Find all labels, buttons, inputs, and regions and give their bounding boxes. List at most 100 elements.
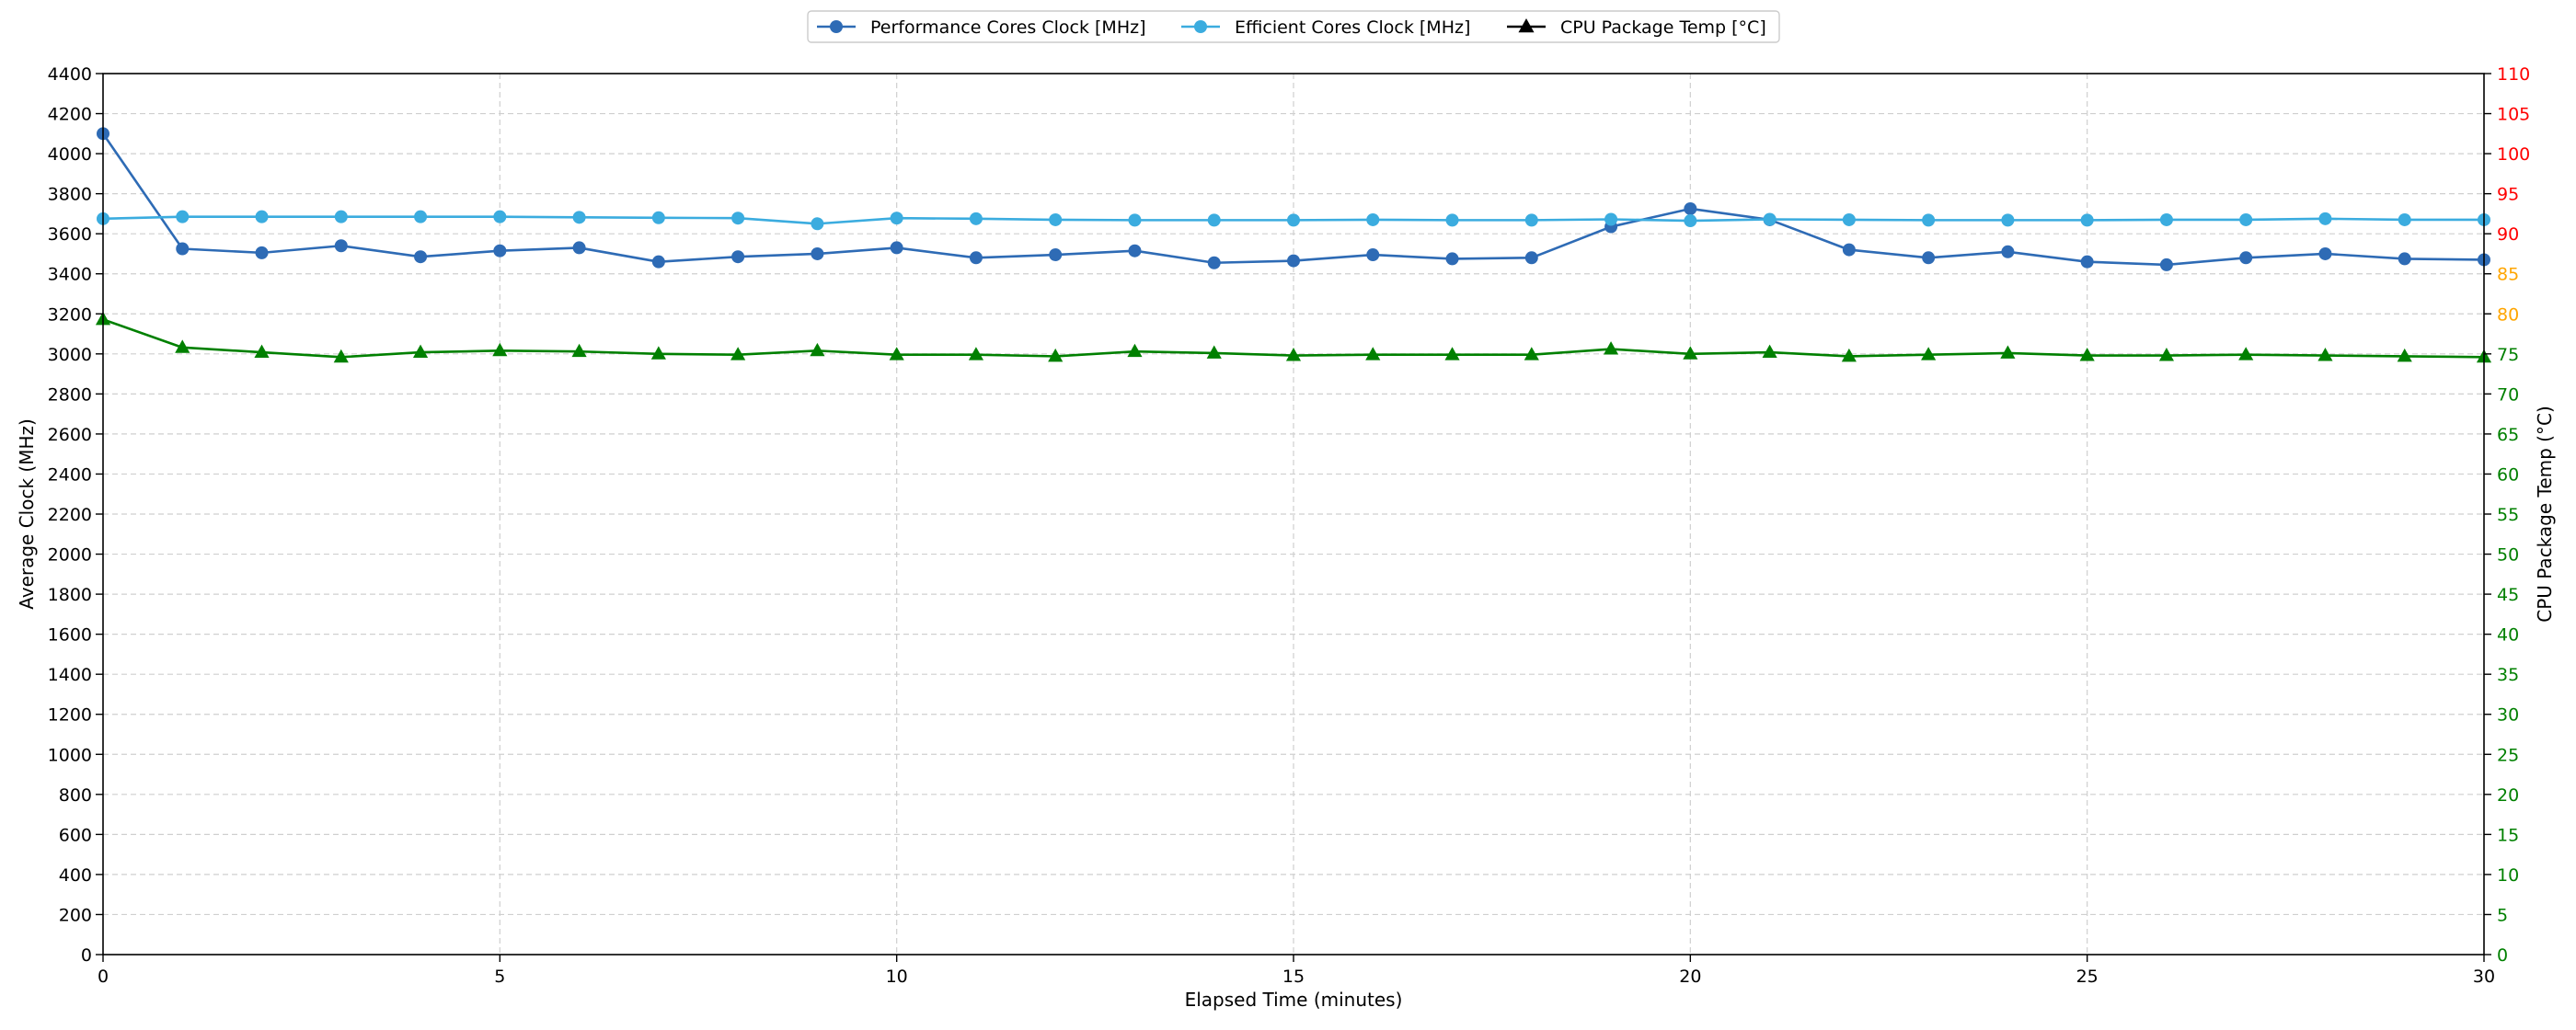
data-point xyxy=(1921,347,1937,360)
y-axis-left: 0 200 400 600 800 1000 1200 1400 1600 1800 2000 220… xyxy=(48,64,103,966)
y-left-tick-label: 800 xyxy=(59,785,92,806)
data-point xyxy=(2398,212,2411,226)
data-point xyxy=(2318,246,2332,260)
y-left-tick-label: 2200 xyxy=(48,505,92,525)
y-left-tick-label: 4200 xyxy=(48,105,92,125)
data-point xyxy=(571,343,587,358)
x-axis-title: Elapsed Time (minutes) xyxy=(1185,989,1403,1011)
y-right-tick-label: 85 xyxy=(2497,265,2519,285)
data-point xyxy=(2238,347,2254,360)
data-point xyxy=(1127,343,1143,358)
data-point xyxy=(969,251,983,265)
y-right-tick-label: 5 xyxy=(2497,905,2508,925)
y-left-tick-label: 400 xyxy=(59,865,92,886)
y-right-tick-label: 110 xyxy=(2497,64,2530,85)
data-point xyxy=(333,349,349,363)
data-point xyxy=(1841,348,1857,362)
data-point xyxy=(811,246,824,260)
legend-label: Performance Cores Clock [MHz] xyxy=(870,17,1146,38)
data-point xyxy=(412,344,429,359)
data-point xyxy=(1603,341,1619,355)
data-point xyxy=(2239,212,2253,226)
data-point xyxy=(730,347,746,360)
data-point xyxy=(175,339,190,353)
y-left-tick-label: 200 xyxy=(59,905,92,925)
data-point xyxy=(176,242,190,256)
data-point xyxy=(1604,212,1618,226)
legend-entry-3: CPU Package Temp [°C] xyxy=(1507,17,1766,38)
data-point xyxy=(1128,213,1142,227)
data-point xyxy=(2001,245,2015,258)
series-3 xyxy=(95,311,2492,363)
y-right-tick-label: 40 xyxy=(2497,625,2519,646)
data-point xyxy=(414,250,428,264)
data-point xyxy=(334,210,348,223)
data-point xyxy=(1762,344,1777,359)
y-right-tick-label: 90 xyxy=(2497,224,2519,245)
y-right-tick-label: 100 xyxy=(2497,144,2530,165)
data-point xyxy=(2398,252,2411,266)
data-point xyxy=(2397,348,2412,362)
y-left-tick-label: 2400 xyxy=(48,464,92,485)
y-left-tick-label: 2000 xyxy=(48,545,92,566)
data-point xyxy=(731,212,745,225)
series-layer xyxy=(95,127,2492,363)
legend-marker xyxy=(1194,20,1207,33)
data-point xyxy=(334,239,348,253)
series-1 xyxy=(97,127,2490,271)
data-point xyxy=(1285,348,1302,361)
data-point xyxy=(1922,213,1936,227)
legend-label: Efficient Cores Clock [MHz] xyxy=(1235,17,1470,38)
y-right-tick-label: 70 xyxy=(2497,384,2519,405)
data-point xyxy=(572,211,586,224)
y-left-tick-label: 3200 xyxy=(48,304,92,325)
x-tick-label: 30 xyxy=(2473,967,2495,987)
data-point xyxy=(810,342,825,357)
data-point xyxy=(731,250,745,264)
data-point xyxy=(2079,348,2095,361)
data-point xyxy=(254,344,270,359)
data-point xyxy=(1524,213,1538,227)
data-point xyxy=(255,246,269,259)
x-tick-label: 15 xyxy=(1282,967,1305,987)
data-point xyxy=(1763,212,1777,226)
data-point xyxy=(2080,255,2094,269)
data-point xyxy=(968,347,984,360)
y-left-tick-label: 3600 xyxy=(48,224,92,245)
data-point xyxy=(1524,347,1539,360)
y-left-tick-label: 1800 xyxy=(48,585,92,605)
data-point xyxy=(1683,346,1698,360)
data-point xyxy=(890,241,903,255)
series-2 xyxy=(97,210,2490,231)
data-point xyxy=(1365,347,1381,360)
data-point xyxy=(890,212,903,225)
legend-entry-1: Performance Cores Clock [MHz] xyxy=(817,17,1146,38)
legend-marker xyxy=(830,20,843,33)
y-left-tick-label: 2800 xyxy=(48,384,92,405)
y-left-tick-label: 0 xyxy=(81,945,92,966)
y-right-tick-label: 50 xyxy=(2497,545,2519,566)
y-axis-right-title: CPU Package Temp (°C) xyxy=(2534,406,2556,623)
data-point xyxy=(2001,213,2015,227)
y-right-tick-label: 45 xyxy=(2497,585,2519,605)
data-point xyxy=(2158,348,2175,361)
x-tick-label: 25 xyxy=(2076,967,2099,987)
data-point xyxy=(1048,348,1064,362)
x-tick-label: 10 xyxy=(886,967,908,987)
y-left-tick-label: 3000 xyxy=(48,345,92,365)
y-right-tick-label: 20 xyxy=(2497,785,2519,806)
y-left-tick-label: 4000 xyxy=(48,144,92,165)
data-point xyxy=(2159,212,2173,226)
data-point xyxy=(255,210,269,223)
y-right-tick-label: 10 xyxy=(2497,865,2519,886)
data-point xyxy=(1287,254,1300,268)
data-point xyxy=(176,210,190,223)
x-tick-label: 0 xyxy=(98,967,109,987)
y-left-tick-label: 1200 xyxy=(48,705,92,726)
y-right-tick-label: 25 xyxy=(2497,745,2519,765)
y-right-tick-label: 60 xyxy=(2497,464,2519,485)
y-right-tick-label: 80 xyxy=(2497,304,2519,325)
data-point xyxy=(1287,213,1300,227)
y-right-tick-label: 55 xyxy=(2497,505,2519,525)
